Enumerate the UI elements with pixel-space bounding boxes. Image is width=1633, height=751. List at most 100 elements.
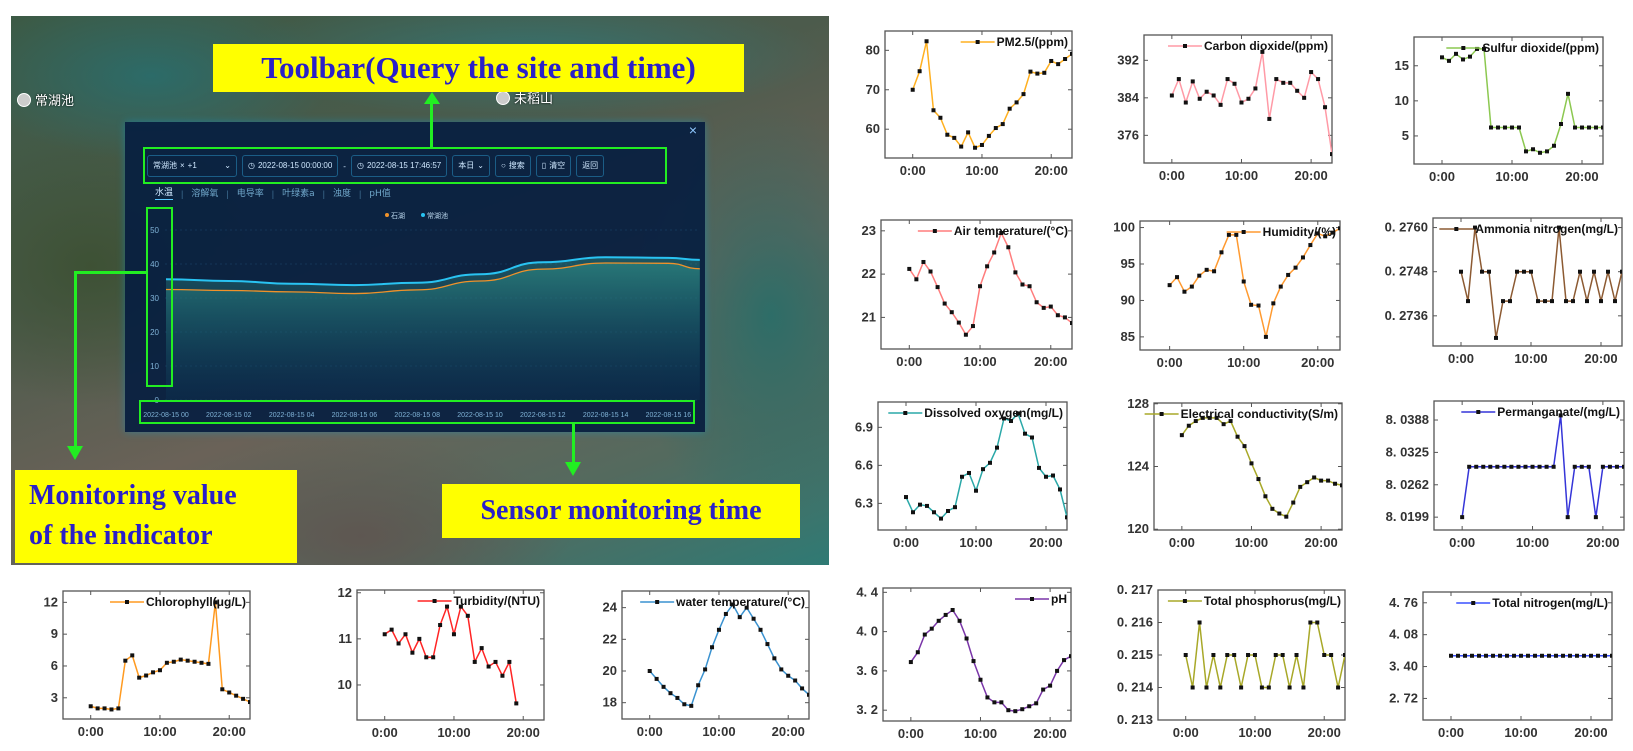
ui-legend-label[interactable]: 常湖池 xyxy=(427,211,448,220)
x-tick-label: 0:00 xyxy=(1429,169,1455,184)
data-point xyxy=(1253,86,1258,91)
data-point xyxy=(493,659,498,664)
plot-frame xyxy=(621,590,810,720)
data-point xyxy=(1622,464,1624,469)
data-point xyxy=(953,505,957,510)
data-point xyxy=(942,301,947,306)
data-point xyxy=(1069,654,1071,659)
data-point xyxy=(1531,147,1535,152)
data-point xyxy=(1586,464,1591,469)
data-point xyxy=(1211,93,1216,98)
close-button[interactable]: × xyxy=(688,122,697,138)
data-point xyxy=(403,632,408,637)
data-point xyxy=(1461,57,1465,62)
chevron-down-icon: ⌄ xyxy=(224,161,231,170)
tab-1[interactable]: 溶解氧 xyxy=(191,188,219,199)
ui-x-tick-label: 2022-08-15 14 xyxy=(583,412,629,419)
legend-label: Dissolved oxygen(mg/L) xyxy=(924,406,1063,420)
tab-divider: | xyxy=(226,188,229,199)
data-point xyxy=(1301,685,1306,690)
tab-2[interactable]: 电导率 xyxy=(236,188,264,199)
y-tick-label: 128 xyxy=(1127,396,1149,411)
data-point xyxy=(1221,422,1226,427)
ui-x-tick-label: 2022-08-15 16 xyxy=(646,412,692,419)
map-label-changhuchi[interactable]: 常湖池 xyxy=(17,90,74,109)
data-point xyxy=(137,675,142,680)
data-point xyxy=(1294,653,1299,657)
search-button[interactable]: ○ 搜索 xyxy=(494,155,531,177)
data-point xyxy=(1498,653,1502,658)
series-line xyxy=(1171,51,1332,155)
range-select[interactable]: 本日 ⌄ xyxy=(452,155,490,177)
data-point xyxy=(959,144,964,149)
data-point xyxy=(1536,299,1540,304)
data-point xyxy=(793,678,798,683)
tab-0[interactable]: 水温 xyxy=(155,188,174,200)
x-tick-label: 10:00 xyxy=(965,163,998,178)
data-point xyxy=(1322,653,1327,657)
tag-close-icon[interactable]: × xyxy=(180,161,185,170)
back-button[interactable]: 返回 xyxy=(576,155,605,177)
x-tick-label: 10:00 xyxy=(1238,725,1271,740)
data-point xyxy=(1460,515,1465,520)
data-point xyxy=(1007,106,1012,111)
data-point xyxy=(675,695,680,700)
data-point xyxy=(151,670,156,675)
data-point xyxy=(737,615,742,620)
plot-frame xyxy=(1432,217,1623,347)
data-point xyxy=(696,683,701,688)
data-point xyxy=(1333,481,1338,486)
legend-label: water temperature/(°C) xyxy=(675,595,805,609)
y-tick-label: 392 xyxy=(1117,52,1139,67)
data-point xyxy=(1326,478,1331,483)
data-point xyxy=(931,108,936,113)
tab-4[interactable]: 浊度 xyxy=(332,188,351,199)
x-tick-label: 10:00 xyxy=(1504,725,1537,740)
ui-legend-marker xyxy=(385,213,389,217)
data-point xyxy=(1489,125,1493,130)
data-point xyxy=(1027,704,1032,709)
chart-5: 0. 2736 0. 2748 0. 2760 0:00 10:00 20:00 Ammon… xyxy=(1385,217,1623,366)
data-point xyxy=(1197,620,1202,625)
data-point xyxy=(1042,70,1047,75)
data-point xyxy=(458,604,463,609)
data-point xyxy=(199,660,204,665)
map-label-weidaoshan[interactable]: 未稻山 xyxy=(496,88,553,107)
data-point xyxy=(1495,464,1500,469)
y-tick-label: 10 xyxy=(338,677,352,692)
data-point xyxy=(1175,275,1180,280)
ui-legend-label[interactable]: 石湖 xyxy=(391,211,405,220)
site-select[interactable]: 常湖池 × +1 ⌄ xyxy=(147,155,237,177)
clear-button[interactable]: ▯ 清空 xyxy=(535,155,572,177)
data-point xyxy=(500,673,505,678)
data-point xyxy=(1044,474,1048,479)
y-tick-label: 8. 0199 xyxy=(1386,509,1429,524)
data-point xyxy=(647,669,652,673)
ui-x-tick-label: 2022-08-15 10 xyxy=(457,412,503,419)
y-tick-label: 384 xyxy=(1117,90,1139,105)
data-point xyxy=(1020,282,1025,287)
data-point xyxy=(1459,269,1463,274)
legend-marker xyxy=(1454,227,1459,231)
data-point xyxy=(945,132,950,137)
data-point xyxy=(1028,69,1033,74)
x-tick-label: 10:00 xyxy=(959,535,992,550)
tab-divider: | xyxy=(181,188,184,199)
end-time-input[interactable]: ◷ 2022-08-15 17:46:57 xyxy=(350,155,448,177)
start-time-input[interactable]: ◷ 2022-08-15 00:00:00 xyxy=(242,155,339,177)
y-tick-label: 95 xyxy=(1121,256,1135,271)
data-point xyxy=(1475,46,1479,51)
legend-label: Sulfur dioxide/(ppm) xyxy=(1482,41,1599,55)
tab-5[interactable]: pH值 xyxy=(369,188,391,199)
data-point xyxy=(1538,150,1542,155)
data-point xyxy=(1197,96,1202,101)
data-point xyxy=(1494,335,1498,340)
arrow-down-icon xyxy=(565,462,581,476)
tab-3[interactable]: 叶绿素a xyxy=(282,188,315,199)
tab-divider: | xyxy=(322,188,325,199)
data-point xyxy=(1503,125,1507,130)
plot-frame xyxy=(356,589,545,721)
data-point xyxy=(758,627,763,632)
data-point xyxy=(963,332,968,337)
data-point xyxy=(723,611,728,616)
